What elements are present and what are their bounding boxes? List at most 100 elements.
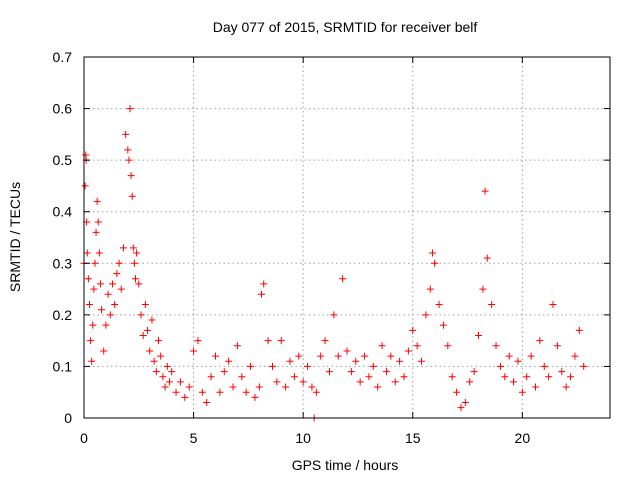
data-point <box>95 249 103 257</box>
data-point <box>387 352 395 360</box>
data-point <box>150 357 158 365</box>
data-point <box>100 347 108 355</box>
data-point <box>562 383 570 391</box>
x-tick-label: 5 <box>190 430 198 446</box>
y-tick-label: 0.7 <box>53 49 73 65</box>
data-point <box>523 373 531 381</box>
data-point <box>106 311 114 319</box>
data-point <box>108 280 116 288</box>
data-point <box>400 373 408 381</box>
data-point <box>159 373 167 381</box>
data-point <box>130 259 138 267</box>
data-point <box>317 352 325 360</box>
data-point <box>413 342 421 350</box>
data-point <box>531 383 539 391</box>
data-point <box>148 316 156 324</box>
data-point <box>157 352 165 360</box>
y-axis-ticks: 0 0.1 0.2 0.3 0.4 0.5 0.6 0.7 <box>53 49 610 426</box>
data-point <box>133 249 141 257</box>
data-point <box>514 357 522 365</box>
data-point <box>286 357 294 365</box>
data-point <box>299 378 307 386</box>
data-point <box>312 388 320 396</box>
data-point <box>168 368 176 376</box>
data-point <box>426 285 434 293</box>
data-point <box>144 326 152 334</box>
data-point <box>558 368 566 376</box>
data-point <box>139 331 147 339</box>
data-point <box>155 337 163 345</box>
data-point <box>361 352 369 360</box>
data-point <box>365 373 373 381</box>
data-point <box>203 399 211 407</box>
data-point <box>439 321 447 329</box>
data-point <box>347 368 355 376</box>
data-point <box>135 280 143 288</box>
data-point <box>94 218 102 226</box>
data-point <box>198 388 206 396</box>
data-point <box>220 368 228 376</box>
data-point <box>282 383 290 391</box>
data-point <box>225 357 233 365</box>
data-point <box>453 388 461 396</box>
data-point <box>304 362 312 370</box>
data-point <box>260 280 268 288</box>
data-point <box>571 352 579 360</box>
data-point <box>92 228 100 236</box>
data-point <box>93 197 101 205</box>
data-point <box>492 342 500 350</box>
data-point <box>124 146 132 154</box>
data-point <box>352 357 360 365</box>
y-tick-label: 0.1 <box>53 358 73 374</box>
data-point <box>90 285 98 293</box>
data-point <box>87 337 95 345</box>
data-point <box>435 301 443 309</box>
data-point <box>119 244 127 252</box>
data-point <box>553 342 561 350</box>
data-point <box>505 352 513 360</box>
x-axis-ticks: 0 5 10 15 20 <box>80 57 530 446</box>
data-point <box>85 301 93 309</box>
data-point <box>242 388 250 396</box>
data-point <box>428 249 436 257</box>
data-point <box>122 130 130 138</box>
data-point <box>251 393 259 401</box>
data-point <box>264 337 272 345</box>
x-axis-label: GPS time / hours <box>292 457 399 473</box>
data-point <box>518 388 526 396</box>
data-point <box>536 337 544 345</box>
grid <box>84 57 610 418</box>
data-point <box>137 311 145 319</box>
data-point <box>549 301 557 309</box>
data-point <box>339 275 347 283</box>
data-point <box>141 301 149 309</box>
data-point <box>466 378 474 386</box>
data-point <box>396 357 404 365</box>
data-point <box>448 373 456 381</box>
data-point <box>83 249 91 257</box>
x-tick-label: 0 <box>80 430 88 446</box>
x-tick-label: 10 <box>295 430 311 446</box>
data-point <box>128 192 136 200</box>
data-point <box>321 337 329 345</box>
x-tick-label: 15 <box>405 430 421 446</box>
data-point <box>268 362 276 370</box>
data-point <box>325 368 333 376</box>
data-point <box>163 362 171 370</box>
data-point <box>273 378 281 386</box>
data-point <box>172 388 180 396</box>
data-point <box>129 244 137 252</box>
data-point <box>308 383 316 391</box>
data-point <box>255 383 263 391</box>
data-point <box>457 404 465 412</box>
data-point <box>481 187 489 195</box>
data-point <box>127 172 135 180</box>
data-point <box>444 342 452 350</box>
data-point <box>461 399 469 407</box>
data-point <box>181 393 189 401</box>
data-point <box>545 373 553 381</box>
data-point <box>161 383 169 391</box>
data-point <box>330 311 338 319</box>
